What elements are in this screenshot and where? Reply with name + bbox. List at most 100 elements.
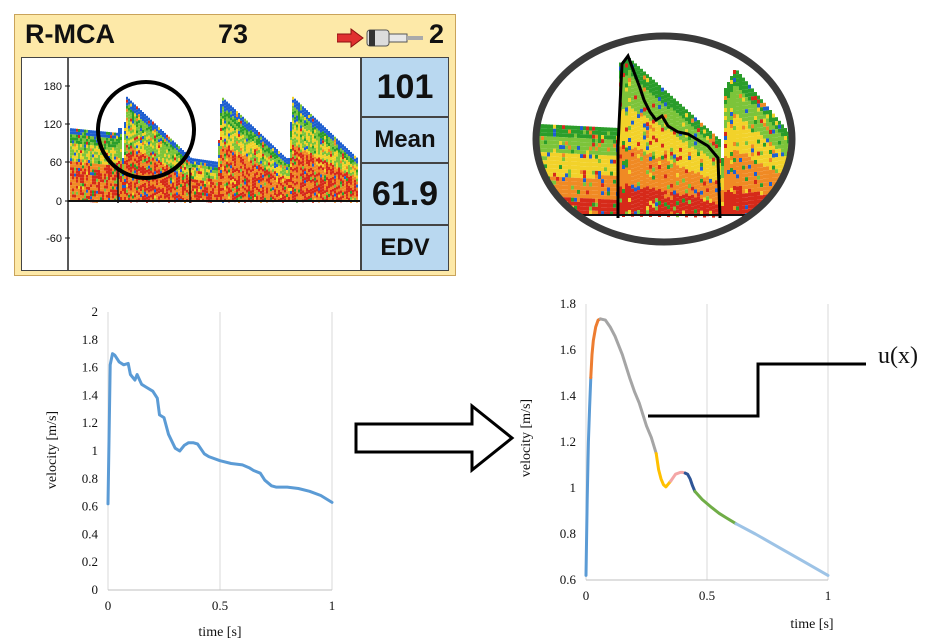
spectrum-pixel <box>288 176 290 179</box>
zoom-pixel <box>643 131 646 136</box>
zoom-pixel <box>694 169 697 174</box>
spectrum-pixel <box>154 180 156 184</box>
spectrum-pixel <box>136 130 138 134</box>
spectrum-pixel <box>220 161 222 164</box>
zoom-pixel <box>679 183 682 188</box>
spectrum-pixel <box>174 154 176 158</box>
spectrum-pixel <box>302 154 304 158</box>
spectrum-pixel <box>348 156 350 159</box>
spectrum-pixel <box>296 190 298 194</box>
spectrum-pixel <box>212 185 214 189</box>
spectrum-pixel <box>312 124 314 128</box>
zoom-pixel <box>577 165 580 170</box>
spectrum-pixel <box>86 150 88 154</box>
spectrum-pixel <box>294 176 296 180</box>
zoom-pixel <box>568 149 571 154</box>
spectrum-pixel <box>160 177 162 181</box>
spectrum-pixel <box>126 129 128 133</box>
spectrum-pixel <box>116 150 118 154</box>
zoom-pixel <box>691 150 694 155</box>
spectrum-pixel <box>130 130 132 134</box>
spectrum-pixel <box>80 198 82 202</box>
spectrum-pixel <box>142 154 144 157</box>
spectrum-pixel <box>200 159 202 163</box>
spectrum-pixel <box>246 120 248 124</box>
spectrum-pixel <box>78 189 80 192</box>
zoom-pixel <box>673 182 676 187</box>
spectrum-pixel <box>84 192 86 196</box>
spectrum-pixel <box>136 184 138 188</box>
spectrum-pixel <box>224 159 226 163</box>
spectrum-pixel <box>288 194 290 197</box>
zoom-pixel <box>622 65 625 69</box>
spectrum-pixel <box>266 142 268 146</box>
zoom-pixel <box>679 155 682 160</box>
spectrum-pixel <box>94 172 96 176</box>
zoom-pixel <box>688 168 691 172</box>
spectrum-pixel <box>148 195 150 199</box>
spectrum-pixel <box>146 136 148 140</box>
spectrum-pixel <box>114 150 116 154</box>
spectrum-pixel <box>170 156 172 160</box>
spectrum-pixel <box>316 143 318 147</box>
zoom-pixel <box>685 141 688 146</box>
zoom-pixel <box>688 184 691 188</box>
spectrum-pixel <box>346 193 348 197</box>
spectrum-pixel <box>222 187 224 191</box>
spectrum-pixel <box>144 119 146 123</box>
spectrum-pixel <box>248 146 250 150</box>
zoom-pixel <box>694 161 697 166</box>
spectrum-pixel <box>176 171 178 175</box>
spectrum-pixel <box>242 152 244 156</box>
spectrum-pixel <box>86 144 88 148</box>
zoom-pixel <box>565 197 568 202</box>
spectrum-pixel <box>242 170 244 174</box>
spectrum-pixel <box>166 143 168 147</box>
zoom-pixel <box>583 126 586 131</box>
spectrum-pixel <box>268 153 270 157</box>
spectrum-pixel <box>86 156 88 160</box>
zoom-pixel <box>610 187 613 192</box>
spectrum-pixel <box>210 175 212 179</box>
spectrum-pixel <box>160 198 162 202</box>
spectrum-pixel <box>108 186 110 189</box>
spectrum-pixel <box>252 138 254 142</box>
zoom-pixel <box>637 106 640 111</box>
zoom-pixel <box>667 109 670 114</box>
spectrum-pixel <box>74 191 76 195</box>
spectrum-pixel <box>108 141 110 144</box>
spectrum-pixel <box>134 179 136 183</box>
spectrum-pixel <box>222 121 224 125</box>
zoom-pixel <box>592 150 595 155</box>
spectrum-pixel <box>352 192 354 196</box>
spectrum-pixel <box>276 191 278 195</box>
spectrum-pixel <box>72 179 74 183</box>
spectrum-pixel <box>340 196 342 200</box>
spectrum-pixel <box>160 189 162 193</box>
zoom-pixel <box>715 160 718 165</box>
spectrum-pixel <box>320 165 322 169</box>
spectrum-pixel <box>318 145 320 149</box>
spectrum-pixel <box>126 153 128 157</box>
spectrum-pixel <box>352 174 354 178</box>
zoom-pixel <box>613 127 616 132</box>
spectrum-pixel <box>318 154 320 158</box>
spectrum-pixel <box>178 179 180 183</box>
spectrum-pixel <box>232 140 234 144</box>
spectrum-pixel <box>220 167 222 170</box>
spectrum-pixel <box>186 180 188 184</box>
spectrum-pixel <box>178 176 180 180</box>
zoom-pixel <box>649 124 652 129</box>
spectrum-pixel <box>330 195 332 199</box>
spectrum-pixel <box>176 153 178 157</box>
spectrum-pixel <box>86 168 88 172</box>
zoom-pixel <box>652 139 655 144</box>
spectrum-pixel <box>330 168 332 172</box>
zoom-pixel <box>640 148 643 153</box>
spectrum-pixel <box>164 192 166 196</box>
spectrum-pixel <box>130 121 132 125</box>
zoom-pixel <box>589 150 592 155</box>
spectrum-pixel <box>350 175 352 179</box>
spectrum-pixel <box>84 162 86 166</box>
zoom-pixel <box>655 202 658 207</box>
